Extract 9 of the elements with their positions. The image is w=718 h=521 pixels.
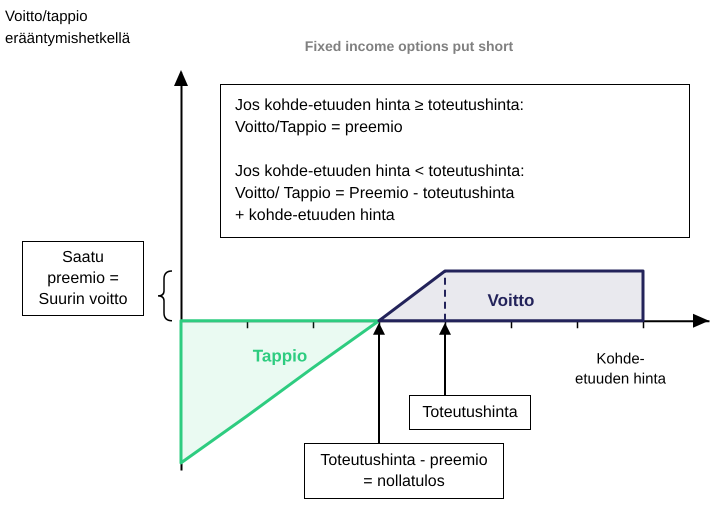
text: Jos kohde-etuuden hinta ≥ toteutushinta: Voitto/Tappio = preemio Jos kohde-etuuden hinta < toteutushinta: Voitto/ Tappio = Preemio - toteutushinta + kohde-etuuden hinta — [235, 97, 525, 224]
chart-title: Fixed income options put short — [304, 38, 514, 54]
annotation: Toteutushinta — [409, 395, 531, 430]
series-label: Tappio — [252, 346, 308, 366]
text: Voitto/tappio erääntymishetkellä — [5, 7, 132, 49]
annotation: Toteutushinta - preemio = nollatulos — [304, 443, 504, 499]
text: Saatu preemio = Suurin voitto — [22, 241, 144, 316]
series-label: Voitto — [488, 290, 534, 310]
x-axis-title: Kohde-etuuden hinta — [575, 350, 667, 388]
